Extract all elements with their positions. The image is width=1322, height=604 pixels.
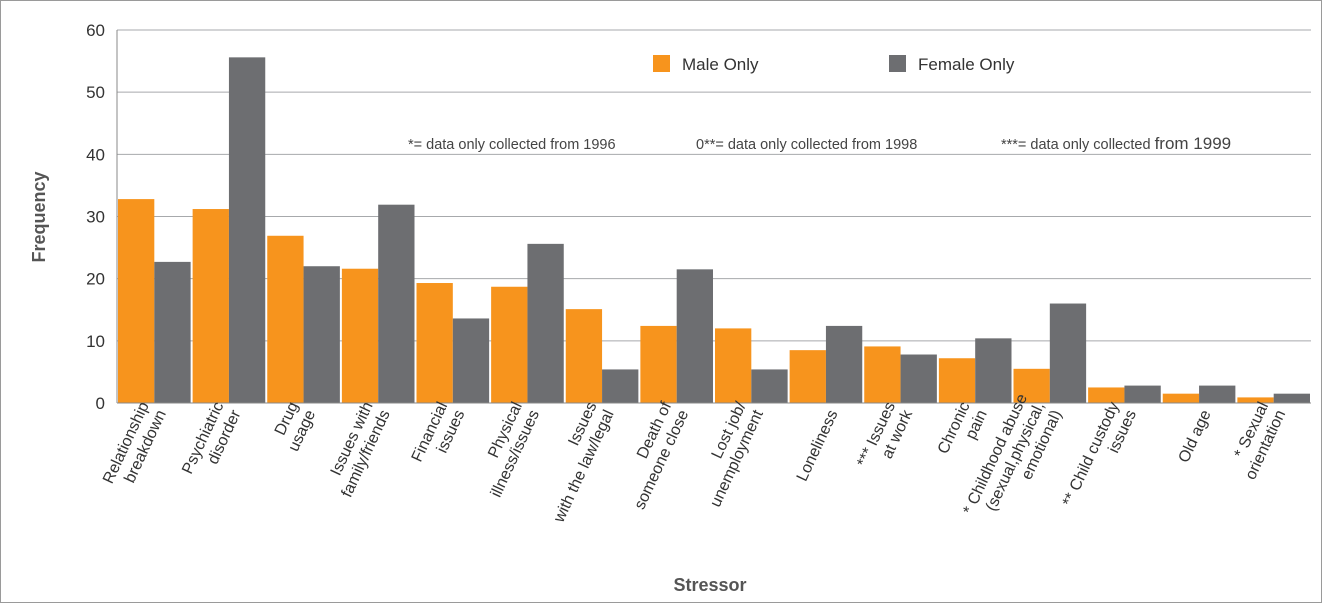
bar-male	[1088, 387, 1125, 403]
bar-female	[228, 57, 266, 403]
annotation-1999: ***= data only collected from 1999	[1001, 134, 1231, 153]
bar-female	[900, 354, 937, 403]
y-tick-label: 50	[86, 83, 105, 102]
bar-female	[751, 369, 788, 403]
bar-female	[452, 318, 490, 403]
y-tick-label: 40	[86, 145, 105, 164]
x-tick-label: Loneliness	[794, 408, 842, 485]
bar-female	[1273, 393, 1310, 403]
legend-swatch-male	[653, 55, 670, 72]
bar-female	[975, 338, 1012, 403]
bar-male	[715, 328, 752, 403]
legend-swatch-female	[889, 55, 906, 72]
bar-male	[1013, 368, 1050, 403]
bar-female	[602, 369, 639, 403]
y-tick-label: 10	[86, 332, 105, 351]
bar-male	[640, 325, 677, 403]
bar-male	[416, 283, 453, 403]
x-tick-label: Lost job/unemployment	[707, 399, 767, 510]
y-tick-label: 60	[86, 21, 105, 40]
bar-female	[154, 261, 191, 403]
x-tick-label-line: Loneliness	[794, 408, 842, 485]
bars	[118, 57, 1310, 403]
bar-male	[789, 350, 826, 403]
legend: Male Only Female Only	[653, 55, 1015, 74]
bar-male	[1237, 397, 1274, 403]
bar-male	[118, 199, 155, 403]
y-tick-label: 30	[86, 208, 105, 227]
x-tick-label-line: ** Child custody	[1060, 399, 1123, 509]
x-tick-label: Old age	[1176, 407, 1215, 465]
bar-female	[303, 266, 340, 403]
bar-male	[491, 286, 528, 403]
bar-male	[341, 268, 379, 403]
legend-label-male: Male Only	[682, 55, 759, 74]
x-tick-label-line: Old age	[1176, 407, 1215, 465]
annotations: *= data only collected from 1996 0**= da…	[408, 134, 1231, 153]
annotation-1998: 0**= data only collected from 1998	[696, 137, 917, 153]
annotation-1999-tail: from 1999	[1155, 134, 1232, 153]
y-axis-title: Frequency	[29, 171, 49, 262]
bar-male	[267, 235, 304, 403]
x-axis-title: Stressor	[673, 575, 746, 595]
bar-male	[565, 309, 603, 403]
bar-female	[527, 243, 564, 403]
bar-female	[1199, 385, 1236, 403]
bar-female	[378, 204, 415, 403]
legend-label-female: Female Only	[918, 55, 1015, 74]
bar-male	[864, 346, 901, 403]
y-tick-label: 20	[86, 270, 105, 289]
bar-female	[1124, 385, 1161, 403]
bar-male	[938, 358, 976, 403]
bar-male	[192, 209, 229, 403]
bar-female	[676, 269, 713, 403]
y-tick-labels: 0 10 20 30 40 50 60	[86, 21, 105, 413]
bar-female	[825, 325, 863, 403]
bar-female	[1049, 303, 1087, 403]
y-tick-label: 0	[96, 394, 105, 413]
bar-male	[1162, 393, 1200, 403]
annotation-1996: *= data only collected from 1996	[408, 137, 616, 153]
